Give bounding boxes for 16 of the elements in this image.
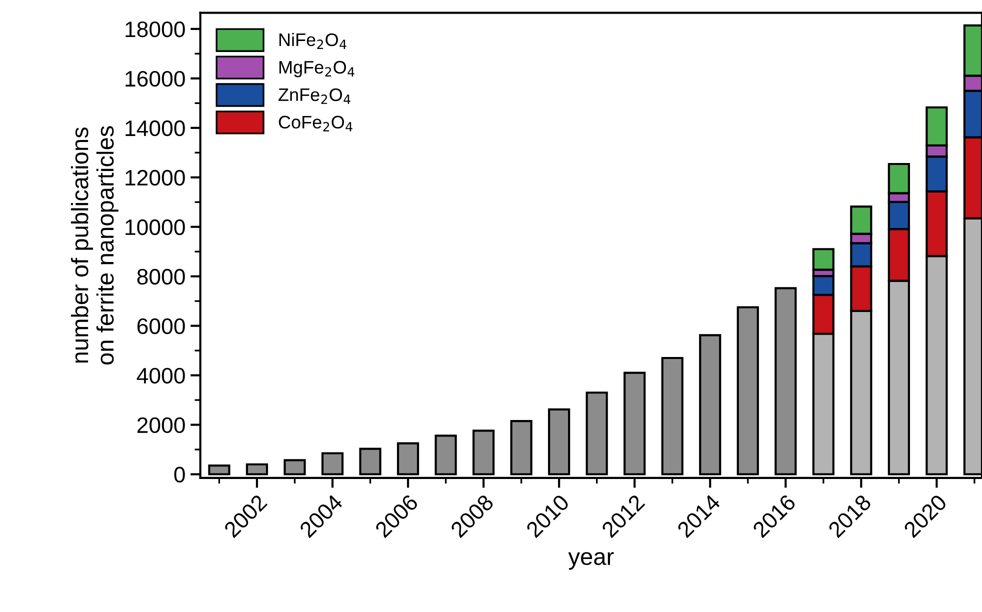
- legend-label: MgFe$_{2}$O$_{4}$: [279, 60, 354, 78]
- legend-label: NiFe$_{2}$O$_{4}$: [279, 32, 346, 49]
- y-tick-label: 18000: [126, 21, 185, 38]
- y-tick-label: 12000: [126, 170, 185, 186]
- legend-label: CoFe$_{2}$O$_{4}$: [278, 116, 352, 132]
- y-tick-label: 14000: [126, 120, 185, 136]
- y-tick-label: 10000: [126, 219, 185, 236]
- y-tick-label: 2000: [137, 417, 185, 434]
- y-tick-label: 4000: [136, 368, 185, 384]
- legend-label: ZnFe$_{2}$O$_{4}$: [278, 88, 350, 104]
- y-tick-label: 0: [174, 466, 185, 483]
- y-tick-label: 8000: [137, 268, 185, 285]
- y-axis-title: number of publications on ferrite nanoparticles: [70, 126, 118, 364]
- y-tick-label: 6000: [137, 318, 185, 334]
- y-tick-label: 16000: [126, 70, 185, 87]
- x-axis-title: year: [568, 552, 614, 570]
